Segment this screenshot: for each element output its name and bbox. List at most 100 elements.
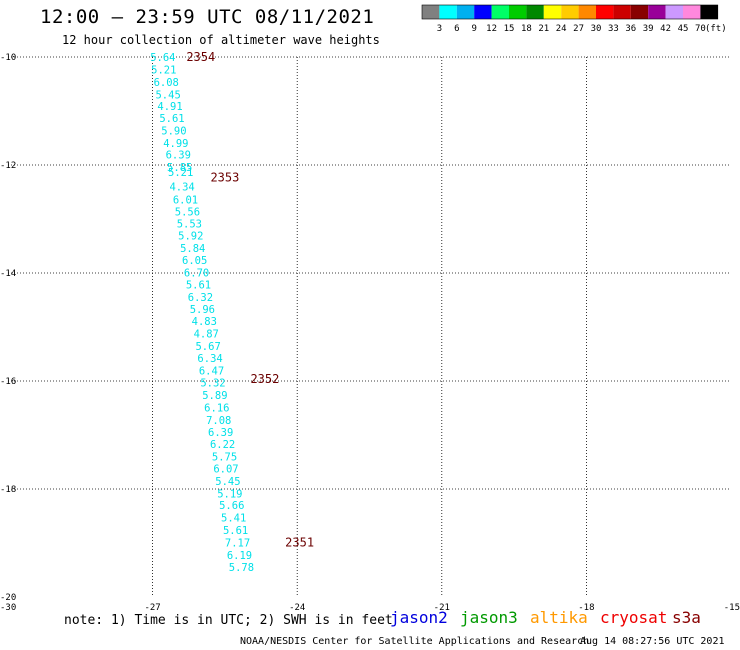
swh-value: 4.83 [192, 316, 217, 328]
swh-value: 7.17 [225, 537, 250, 549]
colorbar-label: 21 [538, 24, 549, 34]
y-tick-label: -16 [0, 377, 16, 387]
time-label: 2354 [186, 50, 215, 64]
swh-value: 5.66 [219, 500, 244, 512]
swh-values: 5.645.216.085.454.915.615.904.996.395.85… [150, 52, 254, 574]
y-tick-label: -20 [0, 593, 16, 603]
grid-lines [8, 56, 731, 597]
swh-value: 6.01 [173, 195, 198, 207]
generated-timestamp: Aug 14 08:27:56 UTC 2021 [580, 636, 725, 647]
time-label: 2353 [210, 170, 239, 184]
swh-value: 5.45 [215, 476, 240, 488]
axis-ticks: -10 -12 -14 -16 -18 -20-30 -27 -24 -21 -18 -15 [0, 53, 740, 613]
swh-value: 6.05 [182, 255, 207, 267]
colorbar-swatch [596, 5, 614, 19]
swh-value: 6.07 [213, 463, 238, 475]
swh-value: 4.87 [194, 328, 219, 340]
legend-jason2: jason2 [390, 608, 448, 627]
swh-value: 5.56 [175, 206, 200, 218]
swh-value: 6.19 [227, 550, 252, 562]
x-tick-label: -18 [578, 603, 594, 613]
colorbar-label: 45 [678, 24, 689, 34]
colorbar-swatch [543, 5, 562, 19]
colorbar-label: 12 [486, 24, 497, 34]
swh-value: 5.85 [167, 162, 192, 174]
swh-value: 5.78 [229, 562, 254, 574]
footnote: note: 1) Time is in UTC; 2) SWH is in fe… [64, 613, 393, 628]
colorbar-swatch [561, 5, 579, 19]
swh-value: 5.67 [195, 341, 220, 353]
swh-value: 5.32 [200, 378, 225, 390]
swh-value: 6.16 [204, 402, 229, 414]
colorbar-label: 3 [437, 24, 442, 34]
swh-value: 7.08 [206, 415, 231, 427]
colorbar-label: 18 [521, 24, 532, 34]
colorbar-swatch [700, 5, 718, 19]
colorbar-label: 15 [504, 24, 515, 34]
swh-value: 5.84 [180, 243, 205, 255]
colorbar-label: 70 [695, 24, 706, 34]
colorbar-swatch [491, 5, 509, 19]
colorbar-swatch [456, 5, 475, 19]
swh-value: 5.19 [217, 488, 242, 500]
swh-value: 6.39 [166, 150, 191, 162]
time-label: 2352 [250, 372, 279, 386]
swh-value: 5.90 [161, 125, 186, 137]
swh-value: 4.99 [163, 138, 188, 150]
time-labels: 2354 2353 2352 2351 [186, 50, 314, 549]
colorbar-label: (ft) [705, 24, 727, 34]
swh-value: 5.61 [223, 525, 248, 537]
colorbar-swatch [509, 5, 527, 19]
swh-value: 5.92 [178, 231, 203, 243]
colorbar-swatch [683, 5, 701, 19]
x-tick-label: -30 [0, 603, 16, 613]
chart-title: 12:00 – 23:59 UTC 08/11/2021 [40, 6, 375, 28]
y-tick-label: -18 [0, 485, 16, 495]
colorbar-swatch [665, 5, 683, 19]
swh-value: 5.45 [155, 89, 180, 101]
colorbar-label: 39 [643, 24, 654, 34]
y-tick-label: -12 [0, 161, 16, 171]
swh-value: 6.70 [184, 267, 209, 279]
swh-value: 6.34 [197, 353, 222, 365]
legend-cryosat: cryosat [600, 608, 668, 627]
legend-jason3: jason3 [460, 608, 518, 627]
colorbar-frame [421, 4, 719, 20]
y-tick-label: -14 [0, 269, 16, 279]
colorbar-swatch [474, 5, 492, 19]
colorbar-swatch [648, 5, 666, 19]
colorbar-swatch [630, 5, 649, 19]
swh-value: 5.21 [151, 64, 176, 76]
swh-value: 4.34 [169, 182, 194, 194]
colorbar-swatch [422, 5, 440, 19]
swh-value: 5.89 [202, 390, 227, 402]
colorbar-label: 33 [608, 24, 619, 34]
time-label: 2351 [285, 535, 314, 549]
swh-value: 5.96 [190, 304, 215, 316]
colorbar-label: 9 [471, 24, 476, 34]
swh-value: 5.64 [150, 52, 175, 64]
x-tick-label: -15 [724, 603, 740, 613]
colorbar-swatch [439, 5, 457, 19]
colorbar: 3 6 9 12 15 18 21 24 27 30 33 36 39 42 45 70 (ft) [421, 4, 727, 34]
x-tick-label: -21 [434, 603, 450, 613]
swh-value: 5.53 [177, 218, 202, 230]
legend-altika: altika [530, 608, 588, 627]
swh-value: 6.08 [154, 77, 179, 89]
legend-s3a: s3a [672, 608, 701, 627]
swh-value: 6.22 [210, 439, 235, 451]
colorbar-label: 6 [454, 24, 459, 34]
colorbar-label: 36 [625, 24, 636, 34]
colorbar-label: 24 [556, 24, 567, 34]
chart-subtitle: 12 hour collection of altimeter wave hei… [62, 33, 380, 47]
credit-line: NOAA/NESDIS Center for Satellite Applica… [240, 636, 590, 647]
x-tick-label: -27 [144, 603, 160, 613]
colorbar-label: 30 [591, 24, 602, 34]
colorbar-swatch [526, 5, 544, 19]
swh-value: 5.61 [186, 279, 211, 291]
swh-value: 6.32 [188, 292, 213, 304]
swh-value: 5.21 [168, 167, 193, 179]
swh-value: 5.41 [221, 513, 246, 525]
swh-value: 6.47 [199, 366, 224, 378]
